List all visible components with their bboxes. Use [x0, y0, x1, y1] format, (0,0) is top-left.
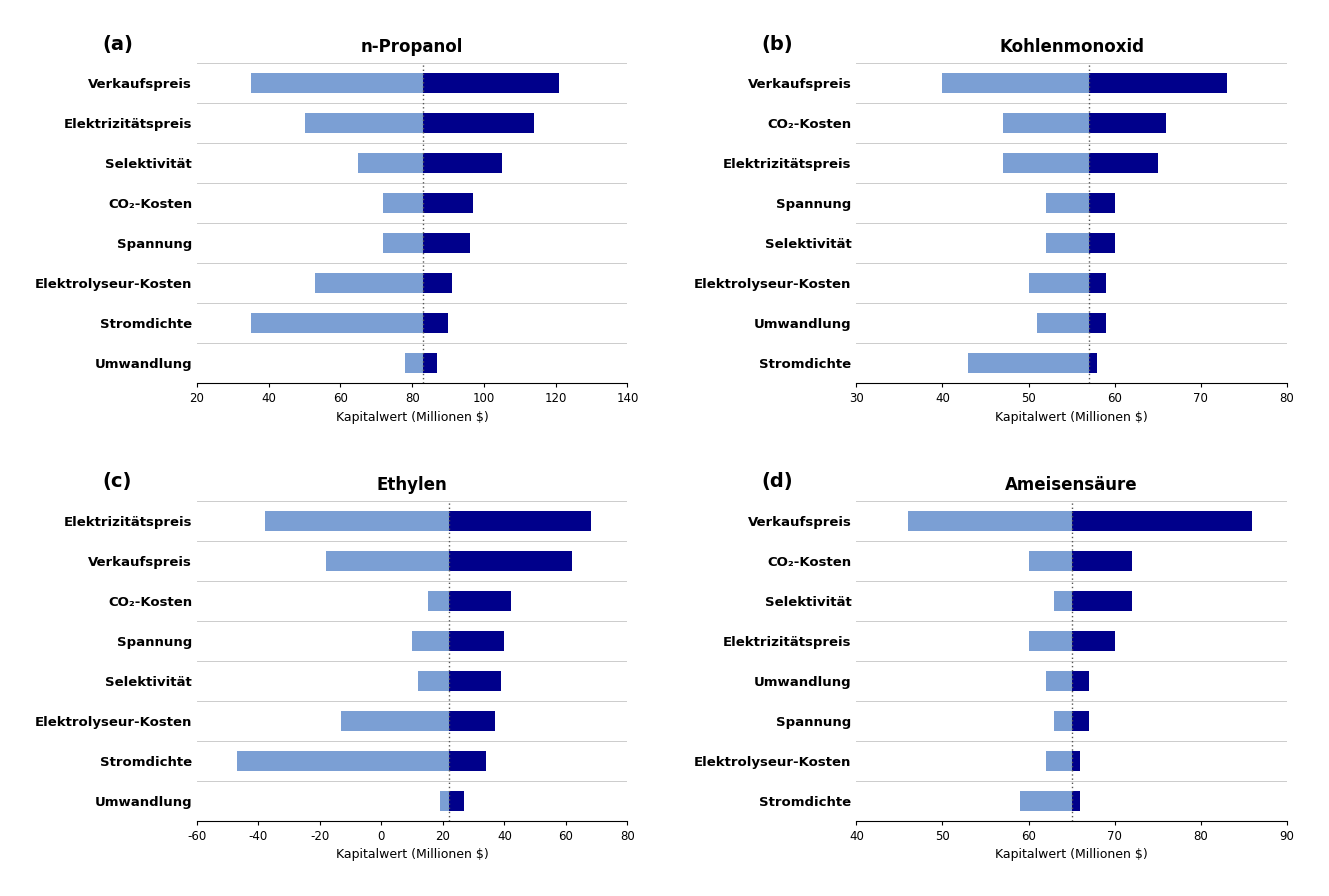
Bar — [1071, 711, 1088, 731]
Bar — [449, 551, 571, 571]
X-axis label: Kapitalwert (Millionen $): Kapitalwert (Millionen $) — [336, 849, 489, 861]
Bar — [1046, 194, 1088, 213]
Bar — [326, 551, 449, 571]
Bar — [423, 194, 473, 213]
Bar — [251, 313, 423, 333]
Text: (b): (b) — [762, 35, 793, 54]
Bar — [384, 233, 423, 253]
Bar — [412, 631, 449, 650]
Bar — [1088, 113, 1167, 134]
Bar — [1071, 671, 1088, 691]
Bar — [1071, 590, 1132, 611]
X-axis label: Kapitalwert (Millionen $): Kapitalwert (Millionen $) — [995, 849, 1148, 861]
Title: Kohlenmonoxid: Kohlenmonoxid — [999, 38, 1144, 56]
Bar — [315, 273, 423, 293]
Bar — [1088, 313, 1106, 333]
Bar — [342, 711, 449, 731]
Bar — [440, 790, 449, 811]
Bar — [1088, 194, 1115, 213]
Bar — [1029, 273, 1088, 293]
Bar — [1037, 313, 1088, 333]
Bar — [237, 751, 449, 771]
Bar — [423, 73, 560, 93]
Bar — [423, 113, 534, 134]
Bar — [1003, 113, 1088, 134]
Bar — [423, 153, 502, 173]
Text: (c): (c) — [102, 472, 132, 491]
Bar — [1046, 671, 1071, 691]
Bar — [1019, 790, 1071, 811]
Bar — [251, 73, 423, 93]
Bar — [1071, 631, 1115, 650]
Bar — [1046, 233, 1088, 253]
Bar — [1071, 551, 1132, 571]
Title: Ameisensäure: Ameisensäure — [1005, 476, 1138, 494]
Bar — [969, 353, 1088, 373]
Bar — [384, 194, 423, 213]
Bar — [449, 511, 590, 530]
Bar — [423, 273, 452, 293]
Bar — [1088, 273, 1106, 293]
Bar — [304, 113, 423, 134]
Bar — [1088, 153, 1158, 173]
Title: Ethylen: Ethylen — [377, 476, 448, 494]
Bar — [1071, 790, 1080, 811]
Bar — [449, 790, 464, 811]
Bar — [419, 671, 449, 691]
Bar — [449, 590, 510, 611]
Bar — [1029, 551, 1071, 571]
Bar — [1054, 711, 1071, 731]
Bar — [405, 353, 423, 373]
Bar — [423, 313, 448, 333]
Bar — [1029, 631, 1071, 650]
Bar — [942, 73, 1088, 93]
Bar — [449, 751, 486, 771]
Text: (d): (d) — [762, 472, 793, 491]
Bar — [359, 153, 423, 173]
Bar — [1003, 153, 1088, 173]
Title: n-Propanol: n-Propanol — [361, 38, 464, 56]
Bar — [1071, 751, 1080, 771]
Bar — [1046, 751, 1071, 771]
Bar — [1054, 590, 1071, 611]
Text: (a): (a) — [102, 35, 133, 54]
Bar — [449, 711, 496, 731]
Bar — [449, 671, 501, 691]
Bar — [1088, 73, 1227, 93]
Bar — [1088, 233, 1115, 253]
Bar — [449, 631, 505, 650]
Bar — [428, 590, 449, 611]
Bar — [1088, 353, 1098, 373]
Bar — [1071, 511, 1252, 530]
Bar — [264, 511, 449, 530]
Bar — [423, 353, 437, 373]
X-axis label: Kapitalwert (Millionen $): Kapitalwert (Millionen $) — [336, 410, 489, 424]
Bar — [908, 511, 1071, 530]
Bar — [423, 233, 469, 253]
X-axis label: Kapitalwert (Millionen $): Kapitalwert (Millionen $) — [995, 410, 1148, 424]
